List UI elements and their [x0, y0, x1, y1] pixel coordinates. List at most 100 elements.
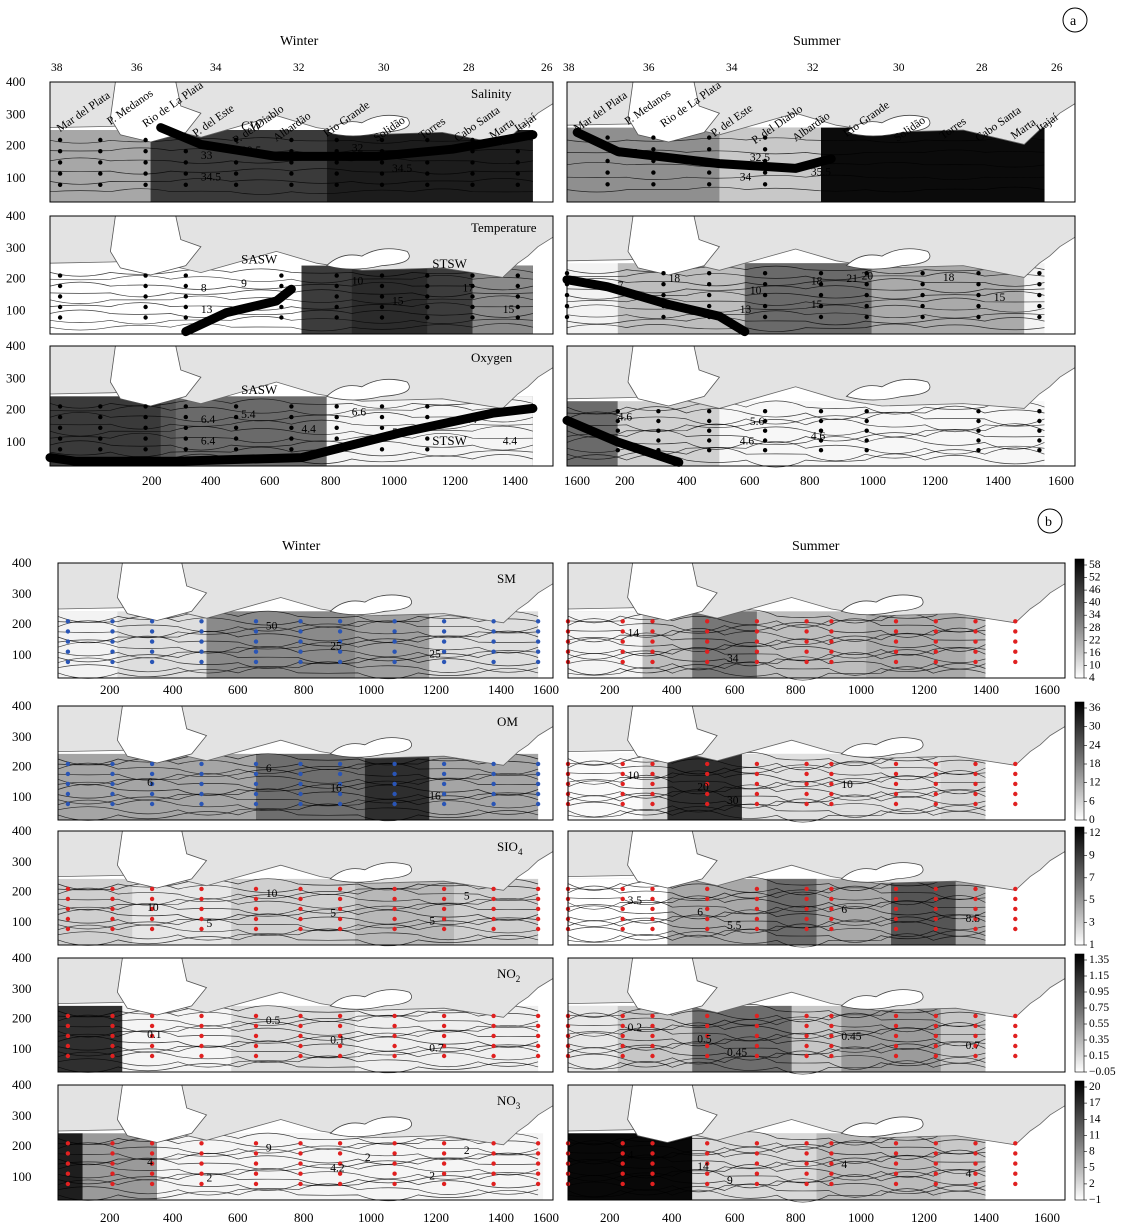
station-dot [334, 425, 339, 430]
contour-line [57, 1005, 539, 1018]
station-dot [379, 171, 385, 176]
contour-line [567, 1060, 986, 1075]
station-dot [98, 425, 103, 430]
contour-line [57, 768, 539, 781]
station-dot [893, 771, 899, 777]
station-dot [441, 781, 447, 787]
station-dot [491, 771, 496, 777]
contour-line [567, 1183, 986, 1198]
station-dot [535, 896, 541, 902]
station-dot [392, 1013, 397, 1019]
station-dot [470, 182, 475, 187]
section-winter-b-4: 9 4.2 2 4 2 2 2 [57, 1084, 554, 1202]
variable-subscript: 4 [518, 847, 523, 857]
station-dot [183, 414, 188, 420]
contour-label: 16 [330, 783, 342, 795]
colorbar [1074, 701, 1085, 821]
station-dot [65, 659, 71, 665]
station-dot [804, 781, 809, 787]
station-dot [491, 906, 496, 912]
station-dot [620, 619, 625, 624]
dist-tick-b-summer: 600 [725, 682, 745, 697]
station-dot [976, 292, 981, 298]
station-dot [650, 791, 655, 797]
depth-tick: 100 [6, 302, 26, 317]
station-dot [893, 1023, 899, 1029]
station-dot [149, 781, 155, 787]
contour-line [567, 609, 986, 624]
colorbar-label: 58 [1089, 559, 1101, 571]
station-dot [1013, 629, 1018, 634]
station-dot [65, 1151, 71, 1156]
station-dot [233, 171, 239, 176]
panel-frame [567, 957, 1066, 1073]
station-dot [933, 639, 938, 644]
station-dot [1037, 292, 1042, 298]
station-dot [829, 1161, 834, 1166]
panel-frame [49, 81, 554, 203]
dist-tick-summer: 400 [677, 473, 697, 488]
station-dot [656, 418, 661, 424]
contour-label: 9 [241, 278, 247, 290]
station-dot [279, 273, 284, 278]
variable-label: OM [497, 714, 518, 729]
station-dot [707, 158, 712, 164]
water-mass-label: CW [241, 118, 263, 133]
station-dot [651, 135, 656, 140]
station-dot [65, 1181, 71, 1187]
dist-tick-b-winter: 800 [294, 682, 314, 697]
station-dot [754, 1161, 760, 1166]
contour-line [49, 425, 534, 437]
water-mass-label: SASW [241, 382, 278, 397]
contour-line [49, 309, 533, 318]
station-dot [379, 404, 385, 409]
station-dot [818, 409, 824, 414]
station-dot [829, 619, 834, 624]
station-dot [818, 282, 824, 287]
station-dot [337, 791, 343, 797]
station-dot [279, 283, 284, 289]
contour-line [49, 295, 533, 304]
station-dot [491, 916, 496, 922]
contour-line [566, 323, 1045, 332]
station-dot [149, 926, 155, 932]
station-dot [864, 418, 869, 424]
contour-label: 0.5 [266, 1015, 281, 1027]
station-dot [535, 791, 541, 797]
contour-label: 34.5 [392, 163, 412, 175]
contour-line [567, 760, 986, 775]
station-dot [183, 425, 188, 430]
station-dot [392, 1181, 397, 1187]
station-dot [183, 447, 188, 452]
lagoon [840, 594, 924, 616]
contour-label: 0.7 [429, 1042, 444, 1054]
station-dot [651, 170, 656, 175]
depth-tick: 300 [6, 106, 26, 121]
station-dot [337, 1053, 343, 1059]
contour-line [49, 316, 533, 325]
station-dot [298, 1161, 303, 1166]
station-dot [425, 436, 430, 441]
colorbar-label: 52 [1089, 572, 1101, 584]
station-dot [705, 926, 710, 932]
station-dot [253, 639, 259, 644]
station-dot [470, 304, 475, 310]
station-dot [620, 801, 625, 807]
contour-line [57, 1188, 539, 1202]
station-dot [705, 1141, 710, 1146]
station-dot [199, 761, 204, 767]
station-dot [110, 1141, 115, 1146]
station-dot [491, 1033, 496, 1039]
station-dot [183, 160, 188, 165]
contour-line [567, 632, 986, 647]
station-dot [804, 639, 809, 644]
station-dot [441, 916, 447, 922]
station-dot [392, 1023, 397, 1029]
station-dot [1013, 761, 1018, 767]
station-dot [298, 1033, 303, 1039]
station-dot [754, 906, 760, 912]
station-dot [705, 801, 710, 807]
station-dot [441, 906, 447, 912]
station-dot [535, 761, 541, 767]
station-dot [829, 659, 834, 665]
